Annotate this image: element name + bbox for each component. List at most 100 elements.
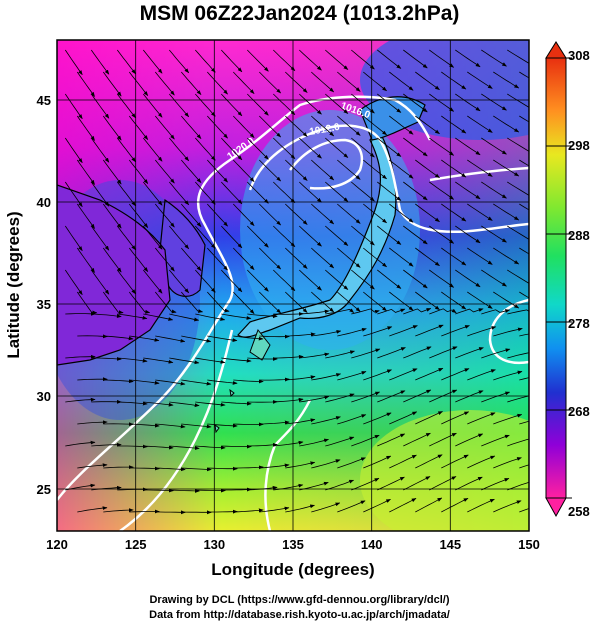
streamline <box>507 309 529 315</box>
streamline <box>377 433 406 447</box>
streamline <box>155 423 186 429</box>
streamline <box>247 49 269 72</box>
streamline <box>493 247 520 265</box>
streamline <box>311 459 341 469</box>
streamline <box>441 247 467 266</box>
streamline <box>128 247 149 272</box>
streamline <box>259 291 282 314</box>
streamline <box>507 438 529 447</box>
streamline <box>467 71 493 89</box>
streamline <box>76 71 95 97</box>
streamline <box>142 137 163 162</box>
streamline <box>519 159 529 167</box>
streamline <box>299 137 322 159</box>
streamline <box>247 442 278 447</box>
streamline <box>116 49 136 75</box>
streamline <box>441 497 469 513</box>
streamline <box>493 413 523 425</box>
streamline <box>195 137 216 161</box>
streamline <box>325 137 349 158</box>
colorbar-label: 298 <box>568 138 590 153</box>
streamline <box>403 137 428 157</box>
streamline <box>519 377 529 381</box>
streamline <box>519 464 529 469</box>
streamline <box>65 354 96 359</box>
streamline <box>221 225 243 249</box>
x-tick-label: 140 <box>361 537 383 552</box>
streamline <box>259 334 290 339</box>
streamline <box>299 438 329 447</box>
wind-streamlines <box>64 49 529 515</box>
streamline <box>481 434 510 447</box>
streamline <box>117 313 148 320</box>
streamline <box>259 506 290 513</box>
streamline <box>481 269 507 287</box>
streamline <box>195 401 226 407</box>
streamline <box>233 422 264 427</box>
streamline <box>455 476 483 491</box>
streamline <box>143 488 174 493</box>
streamline <box>102 71 122 97</box>
streamline <box>467 498 495 513</box>
streamline <box>351 269 375 290</box>
streamline <box>429 269 455 288</box>
streamline <box>90 93 110 119</box>
streamline <box>181 335 212 343</box>
streamline <box>180 247 202 271</box>
streamline <box>90 49 110 75</box>
streamline <box>90 269 110 295</box>
streamline <box>221 357 252 363</box>
streamline <box>351 308 380 315</box>
streamline <box>117 357 148 363</box>
streamline <box>455 225 481 244</box>
streamline <box>403 181 428 201</box>
streamline <box>129 509 160 514</box>
streamline <box>377 269 402 289</box>
streamline <box>363 115 387 136</box>
streamline <box>389 411 418 425</box>
streamline <box>90 225 110 251</box>
streamline <box>441 291 467 310</box>
streamline <box>441 454 469 469</box>
streamline <box>493 500 522 513</box>
streamline <box>519 203 529 211</box>
streamline <box>377 49 402 69</box>
streamline <box>403 476 431 491</box>
streamline <box>154 159 175 184</box>
streamline <box>441 115 467 134</box>
streamline <box>351 348 381 359</box>
streamline <box>221 93 243 117</box>
streamline <box>299 93 322 115</box>
streamline <box>273 397 304 403</box>
streamline <box>377 93 402 113</box>
streamline <box>128 71 149 96</box>
streamline <box>247 93 269 116</box>
streamline <box>337 414 367 425</box>
y-tick-label: 30 <box>37 389 51 404</box>
streamline <box>102 203 122 229</box>
streamline <box>143 401 174 407</box>
streamline <box>129 466 160 471</box>
streamline <box>195 357 226 364</box>
streamline <box>155 335 186 343</box>
streamline <box>285 71 308 93</box>
streamline <box>116 137 136 163</box>
streamline <box>91 442 122 447</box>
streamline <box>102 115 122 141</box>
streamline <box>129 423 160 428</box>
streamline <box>129 379 160 385</box>
streamline <box>90 137 110 163</box>
streamline <box>325 269 349 290</box>
streamline <box>233 335 264 341</box>
streamline <box>403 269 428 289</box>
streamline <box>195 225 216 249</box>
streamline <box>273 137 296 160</box>
streamline <box>168 225 190 250</box>
y-tick-label: 45 <box>37 93 51 108</box>
grid-lines <box>57 40 529 531</box>
streamline <box>481 93 507 111</box>
streamline <box>455 181 481 200</box>
streamline <box>455 137 481 156</box>
streamline <box>116 225 136 251</box>
streamline <box>389 115 414 135</box>
